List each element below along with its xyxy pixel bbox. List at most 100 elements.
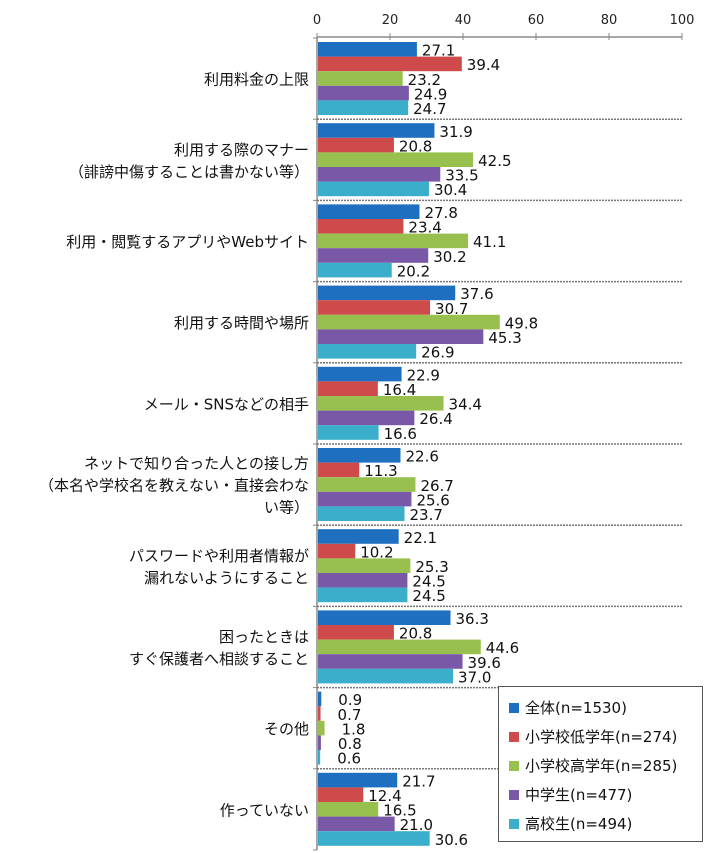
- legend-item: 全体(n=1530): [509, 693, 702, 722]
- bar: [318, 248, 429, 263]
- x-tick-label: 100: [670, 13, 695, 28]
- data-label: 16.4: [383, 381, 416, 399]
- data-label: 45.3: [488, 329, 521, 347]
- data-label: 37.0: [458, 668, 491, 686]
- data-label: 0.9: [338, 691, 362, 709]
- bar: [318, 587, 408, 603]
- legend-item: 高校生(n=494): [509, 809, 702, 838]
- data-label: 27.8: [424, 204, 457, 222]
- bar: [318, 344, 417, 359]
- bar: [318, 462, 360, 478]
- data-label: 44.6: [486, 639, 519, 657]
- data-label: 36.3: [455, 610, 488, 628]
- data-label: 30.4: [434, 181, 467, 199]
- category-label: （本名や学校名を教えない・直接会わな: [39, 477, 309, 495]
- data-label: 10.2: [360, 543, 393, 561]
- data-label: 39.4: [467, 56, 500, 74]
- category-label: 作っていない: [220, 801, 309, 819]
- data-label: 27.1: [422, 42, 455, 60]
- data-label: 26.4: [419, 410, 452, 428]
- legend-item: 小学校低学年(n=274): [509, 722, 702, 751]
- bar: [318, 787, 364, 802]
- bar: [318, 56, 462, 72]
- data-label: 23.2: [408, 71, 441, 89]
- data-label: 11.3: [364, 462, 397, 480]
- data-label: 41.1: [473, 233, 506, 251]
- bar: [318, 314, 500, 330]
- bar: [318, 506, 405, 521]
- x-tick-label: 60: [528, 13, 545, 28]
- data-label: 22.6: [405, 448, 438, 466]
- bar: [318, 42, 417, 57]
- data-label: 20.8: [399, 625, 432, 643]
- bar: [318, 425, 379, 440]
- bar: [318, 366, 402, 382]
- bar: [318, 639, 481, 655]
- category-label: （誹謗中傷することは書かない等）: [69, 163, 309, 181]
- data-label: 37.6: [460, 285, 493, 303]
- bar: [318, 219, 404, 234]
- category-label: すぐ保護者へ相談すること: [129, 650, 309, 668]
- category-label: い等）: [264, 499, 309, 517]
- data-label: 0.6: [337, 750, 361, 768]
- category-label: ネットで知り合った人との接し方: [84, 455, 309, 473]
- data-label: 23.4: [408, 219, 441, 237]
- data-label: 24.5: [412, 587, 445, 605]
- bar: [318, 300, 431, 315]
- data-label: 22.1: [404, 529, 437, 547]
- legend-swatch: [509, 818, 519, 829]
- data-label: 16.6: [384, 425, 417, 443]
- category-label: 利用・閲覧するアプリやWebサイト: [66, 233, 309, 251]
- x-tick-label: 0: [313, 13, 321, 28]
- data-label: 26.7: [420, 477, 453, 495]
- legend-label: 小学校高学年(n=285): [525, 757, 678, 775]
- bar: [318, 329, 484, 344]
- bar: [318, 558, 411, 573]
- bar: [318, 71, 403, 86]
- legend-label: 高校生(n=494): [525, 815, 633, 833]
- bar: [318, 625, 394, 640]
- category-label: 困ったときは: [219, 628, 309, 646]
- data-label: 22.9: [407, 366, 440, 384]
- category-label: メール・SNSなどの相手: [144, 395, 309, 413]
- bar: [318, 610, 451, 625]
- bar: [318, 831, 430, 846]
- legend-label: 小学校低学年(n=274): [525, 728, 678, 746]
- data-label: 21.7: [402, 772, 435, 790]
- data-label: 30.7: [435, 300, 468, 318]
- bar: [318, 381, 378, 396]
- legend-swatch: [509, 789, 519, 800]
- bar: [318, 137, 394, 153]
- category-label: 利用する時間や場所: [174, 314, 309, 332]
- data-label: 30.6: [435, 831, 468, 849]
- bar: [318, 654, 463, 669]
- legend-label: 中学生(n=477): [525, 786, 633, 804]
- data-label: 20.8: [399, 137, 432, 155]
- bar: [318, 735, 321, 750]
- legend: 全体(n=1530) 小学校低学年(n=274) 小学校高学年(n=285) 中学生(…: [498, 686, 703, 842]
- data-label: 24.7: [413, 100, 446, 118]
- bar: [318, 396, 444, 411]
- data-label: 33.5: [445, 167, 478, 185]
- bar: [318, 691, 322, 707]
- data-label: 23.7: [410, 506, 443, 524]
- x-tick-label: 20: [382, 13, 399, 28]
- legend-item: 中学生(n=477): [509, 780, 702, 809]
- bar: [318, 477, 416, 492]
- bar: [318, 181, 429, 197]
- data-label: 39.6: [468, 654, 501, 672]
- legend-swatch: [509, 760, 519, 771]
- bar: [318, 750, 321, 765]
- bar: [318, 573, 408, 588]
- data-label: 31.9: [439, 123, 472, 141]
- category-label: 利用料金の上限: [204, 71, 309, 89]
- bar: [318, 410, 415, 426]
- bar: [318, 706, 321, 721]
- x-tick-label: 80: [601, 13, 618, 28]
- bar: [318, 285, 456, 301]
- data-label: 0.7: [338, 706, 362, 724]
- bar: [318, 123, 435, 138]
- bar: [318, 668, 454, 684]
- bar: [318, 543, 356, 559]
